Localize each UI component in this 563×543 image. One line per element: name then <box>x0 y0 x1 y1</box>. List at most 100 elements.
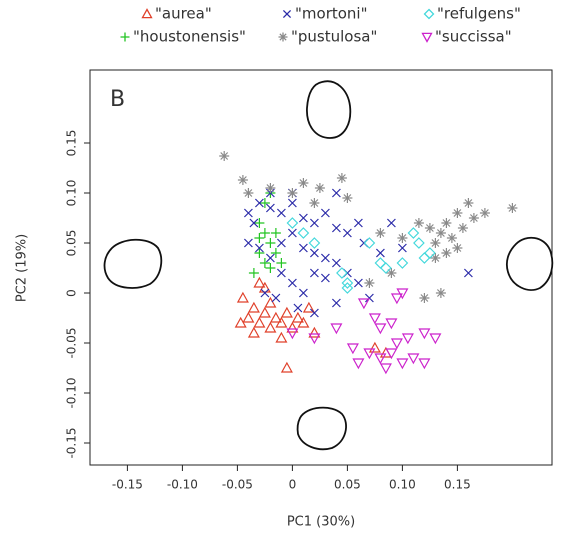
x-tick-label: -0.05 <box>222 478 253 492</box>
point <box>446 233 457 243</box>
legend-label: "pustulosa" <box>291 28 377 46</box>
point <box>265 263 276 273</box>
point <box>407 227 420 239</box>
point <box>286 217 299 229</box>
point <box>254 233 265 243</box>
y-axis-label: PC2 (19%) <box>15 234 30 302</box>
point <box>298 288 308 298</box>
point <box>331 223 341 233</box>
point <box>258 306 271 318</box>
legend-label: "succissa" <box>435 28 512 46</box>
point <box>342 228 352 238</box>
point <box>429 333 442 345</box>
point <box>260 288 270 298</box>
legend-symbol <box>423 8 435 20</box>
x-tick-label: 0.05 <box>334 478 361 492</box>
shape-outline <box>103 238 163 289</box>
point <box>308 333 321 345</box>
point <box>287 228 297 238</box>
point <box>253 276 266 288</box>
point <box>265 183 276 193</box>
y-tick-label: -0.15 <box>65 427 79 458</box>
point <box>435 228 446 238</box>
point <box>280 306 293 318</box>
point <box>385 318 398 330</box>
point <box>331 258 341 268</box>
point <box>401 333 414 345</box>
point <box>259 258 270 268</box>
point <box>308 326 321 338</box>
point <box>259 198 270 208</box>
panel-label: B <box>110 87 125 112</box>
point <box>397 243 407 253</box>
point <box>390 338 403 350</box>
point <box>364 278 375 288</box>
shape-outline <box>296 406 347 451</box>
point <box>219 151 230 161</box>
point <box>265 203 275 213</box>
point <box>368 313 381 325</box>
point <box>418 328 431 340</box>
point <box>441 218 452 228</box>
point <box>396 288 409 300</box>
point <box>280 361 293 373</box>
point <box>507 203 518 213</box>
point <box>254 218 265 228</box>
point <box>396 257 409 269</box>
legend-label: "mortoni" <box>295 5 368 23</box>
point <box>320 273 330 283</box>
point <box>270 248 281 258</box>
point <box>374 257 387 269</box>
point <box>419 293 430 303</box>
point <box>375 228 386 238</box>
x-axis-label: PC1 (30%) <box>287 515 355 530</box>
point <box>302 301 315 313</box>
legend-label: "houstonensis" <box>133 28 246 46</box>
point <box>341 282 354 294</box>
point <box>247 326 260 338</box>
point <box>242 311 255 323</box>
point <box>265 253 275 263</box>
point <box>385 348 398 360</box>
point <box>320 208 330 218</box>
point <box>243 188 254 198</box>
point <box>468 213 479 223</box>
point <box>309 308 319 318</box>
y-tick-label: -0.05 <box>65 327 79 358</box>
point <box>413 237 425 249</box>
point <box>368 341 381 353</box>
point <box>264 296 277 308</box>
point <box>386 268 397 278</box>
point <box>341 277 354 289</box>
point <box>276 208 286 218</box>
point <box>271 293 281 303</box>
legend-label: "refulgens" <box>437 5 521 23</box>
point <box>275 316 288 328</box>
point <box>331 188 341 198</box>
point <box>463 268 473 278</box>
point <box>375 248 385 258</box>
point <box>379 363 392 375</box>
point <box>418 252 431 264</box>
point <box>308 237 321 249</box>
point <box>248 268 259 278</box>
point <box>298 213 308 223</box>
point <box>479 208 490 218</box>
point <box>276 258 287 268</box>
point <box>309 198 320 208</box>
point <box>287 198 297 208</box>
legend-symbol <box>282 9 292 19</box>
shape-outline <box>505 236 554 291</box>
point <box>352 358 365 370</box>
point <box>396 358 409 370</box>
point <box>249 218 259 228</box>
point <box>276 238 286 248</box>
point <box>264 321 277 333</box>
point <box>254 243 264 253</box>
legend-symbol <box>421 32 433 43</box>
point <box>247 301 260 313</box>
y-tick-label: 0.10 <box>65 180 79 207</box>
x-tick-label: 0 <box>289 478 297 492</box>
